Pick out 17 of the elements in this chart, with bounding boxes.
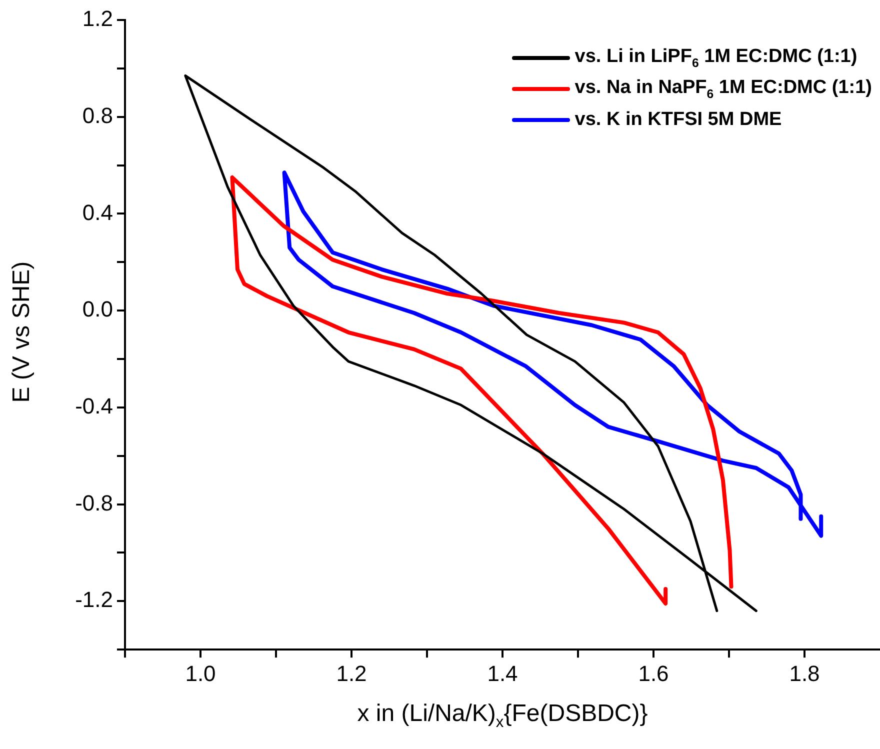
y-tick-label: 0.0	[82, 296, 113, 322]
y-tick-label: -1.2	[75, 587, 113, 612]
y-tick-label: 1.2	[82, 6, 113, 32]
y-tick-label: 0.8	[82, 102, 113, 128]
x-tick-label: 1.0	[185, 660, 216, 686]
x-tick-label: 1.4	[487, 660, 518, 686]
y-axis-title: E (V vs SHE)	[8, 260, 36, 405]
y-tick-label: -0.8	[75, 490, 113, 516]
x-tick-label: 1.2	[336, 660, 367, 686]
y-tick-label: -0.4	[75, 394, 113, 419]
legend-label: vs. K in KTFSI 5M DME	[574, 108, 782, 130]
x-axis-title: x in (Li/Na/K)$_{x}${Fe(DSBDC)}	[356, 700, 649, 732]
x-tick-label: 1.6	[638, 660, 669, 686]
y-tick-label: 0.4	[82, 200, 113, 225]
x-tick-label: 1.8	[789, 660, 820, 686]
legend-label: vs. Li in LiPF$_{6}$ 1M EC:DMC (1:1)	[574, 46, 858, 70]
legend-label: vs. Na in NaPF$_{6}$ 1M EC:DMC (1:1)	[574, 76, 872, 100]
